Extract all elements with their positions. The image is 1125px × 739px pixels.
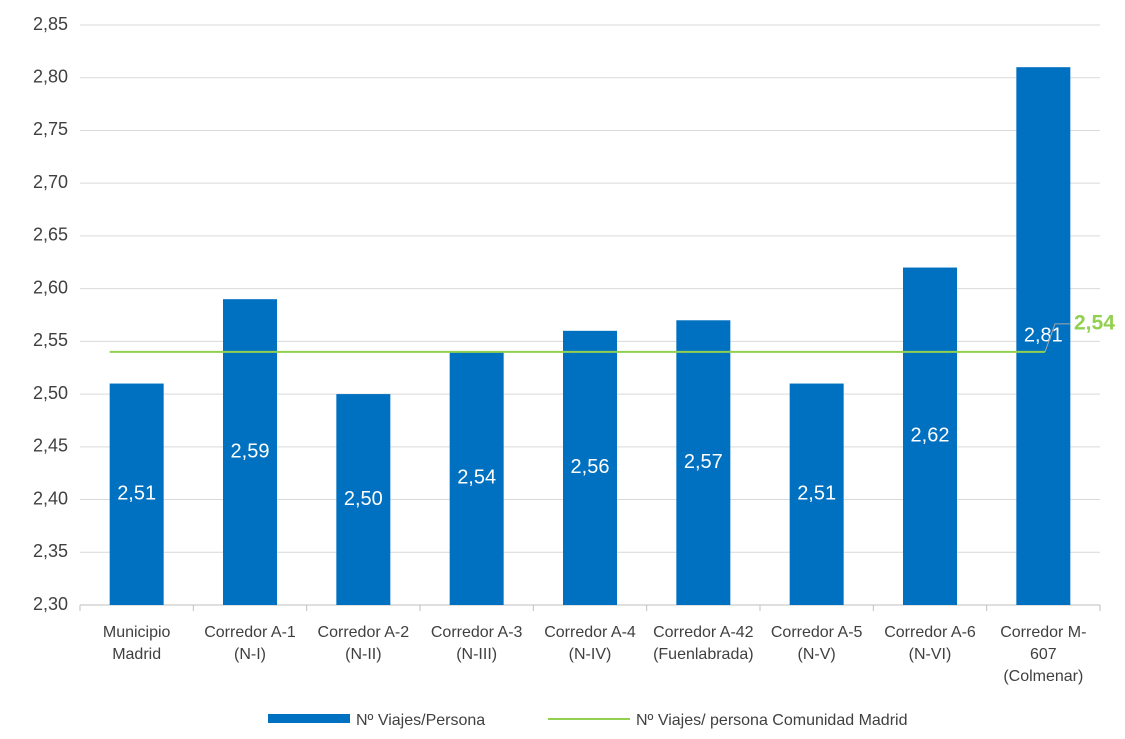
bar <box>789 383 844 605</box>
bar <box>1016 67 1071 605</box>
y-tick-label: 2,50 <box>33 383 68 403</box>
y-tick-label: 2,60 <box>33 277 68 297</box>
reference-label: 2,54 <box>1074 311 1115 334</box>
x-tick-label: Corredor A-2 (N-II) <box>318 624 410 663</box>
x-tick-label: Corredor A-6 (N-VI) <box>884 624 976 663</box>
leader-line <box>1044 323 1070 353</box>
value-label: 2,50 <box>344 488 383 510</box>
legend-label: Nº Viajes/Persona <box>356 712 485 729</box>
y-tick-label: 2,70 <box>33 172 68 192</box>
y-tick-label: 2,45 <box>33 436 68 456</box>
y-tick-label: 2,75 <box>33 119 68 139</box>
bar <box>903 267 957 605</box>
x-tick-label: Corredor A-42 (Fuenlabrada) <box>653 624 754 663</box>
y-tick-label: 2,55 <box>33 330 68 350</box>
value-label: 2,56 <box>571 456 610 478</box>
value-label: 2,54 <box>457 467 496 489</box>
y-tick-label: 2,35 <box>33 541 68 561</box>
value-label: 2,59 <box>231 440 270 462</box>
value-label: 2,81 <box>1024 324 1063 346</box>
y-tick-label: 2,30 <box>33 594 68 614</box>
y-tick-label: 2,85 <box>33 14 68 34</box>
bar <box>109 383 164 605</box>
bar <box>563 330 617 605</box>
y-tick-label: 2,80 <box>33 66 68 86</box>
bar <box>336 394 391 605</box>
legend-swatch <box>268 714 350 723</box>
bar <box>223 299 277 605</box>
x-tick-label: Corredor A-4 (N-IV) <box>544 624 636 663</box>
legend-label: Nº Viajes/ persona Comunidad Madrid <box>636 712 907 729</box>
bar <box>449 351 504 605</box>
bar <box>676 320 731 605</box>
y-tick-label: 2,40 <box>33 488 68 508</box>
x-tick-label: Corredor A-3 (N-III) <box>431 624 523 663</box>
x-tick-label: Corredor A-5 (N-V) <box>771 624 863 663</box>
value-label: 2,62 <box>911 425 950 447</box>
value-label: 2,51 <box>797 483 836 505</box>
y-tick-label: 2,65 <box>33 225 68 245</box>
value-label: 2,51 <box>117 483 156 505</box>
x-tick-label: Corredor M-607 (Colmenar) <box>1000 624 1086 685</box>
x-tick-label: Municipio Madrid <box>103 624 171 663</box>
x-tick-label: Corredor A-1 (N-I) <box>204 624 296 663</box>
value-label: 2,57 <box>684 451 723 473</box>
